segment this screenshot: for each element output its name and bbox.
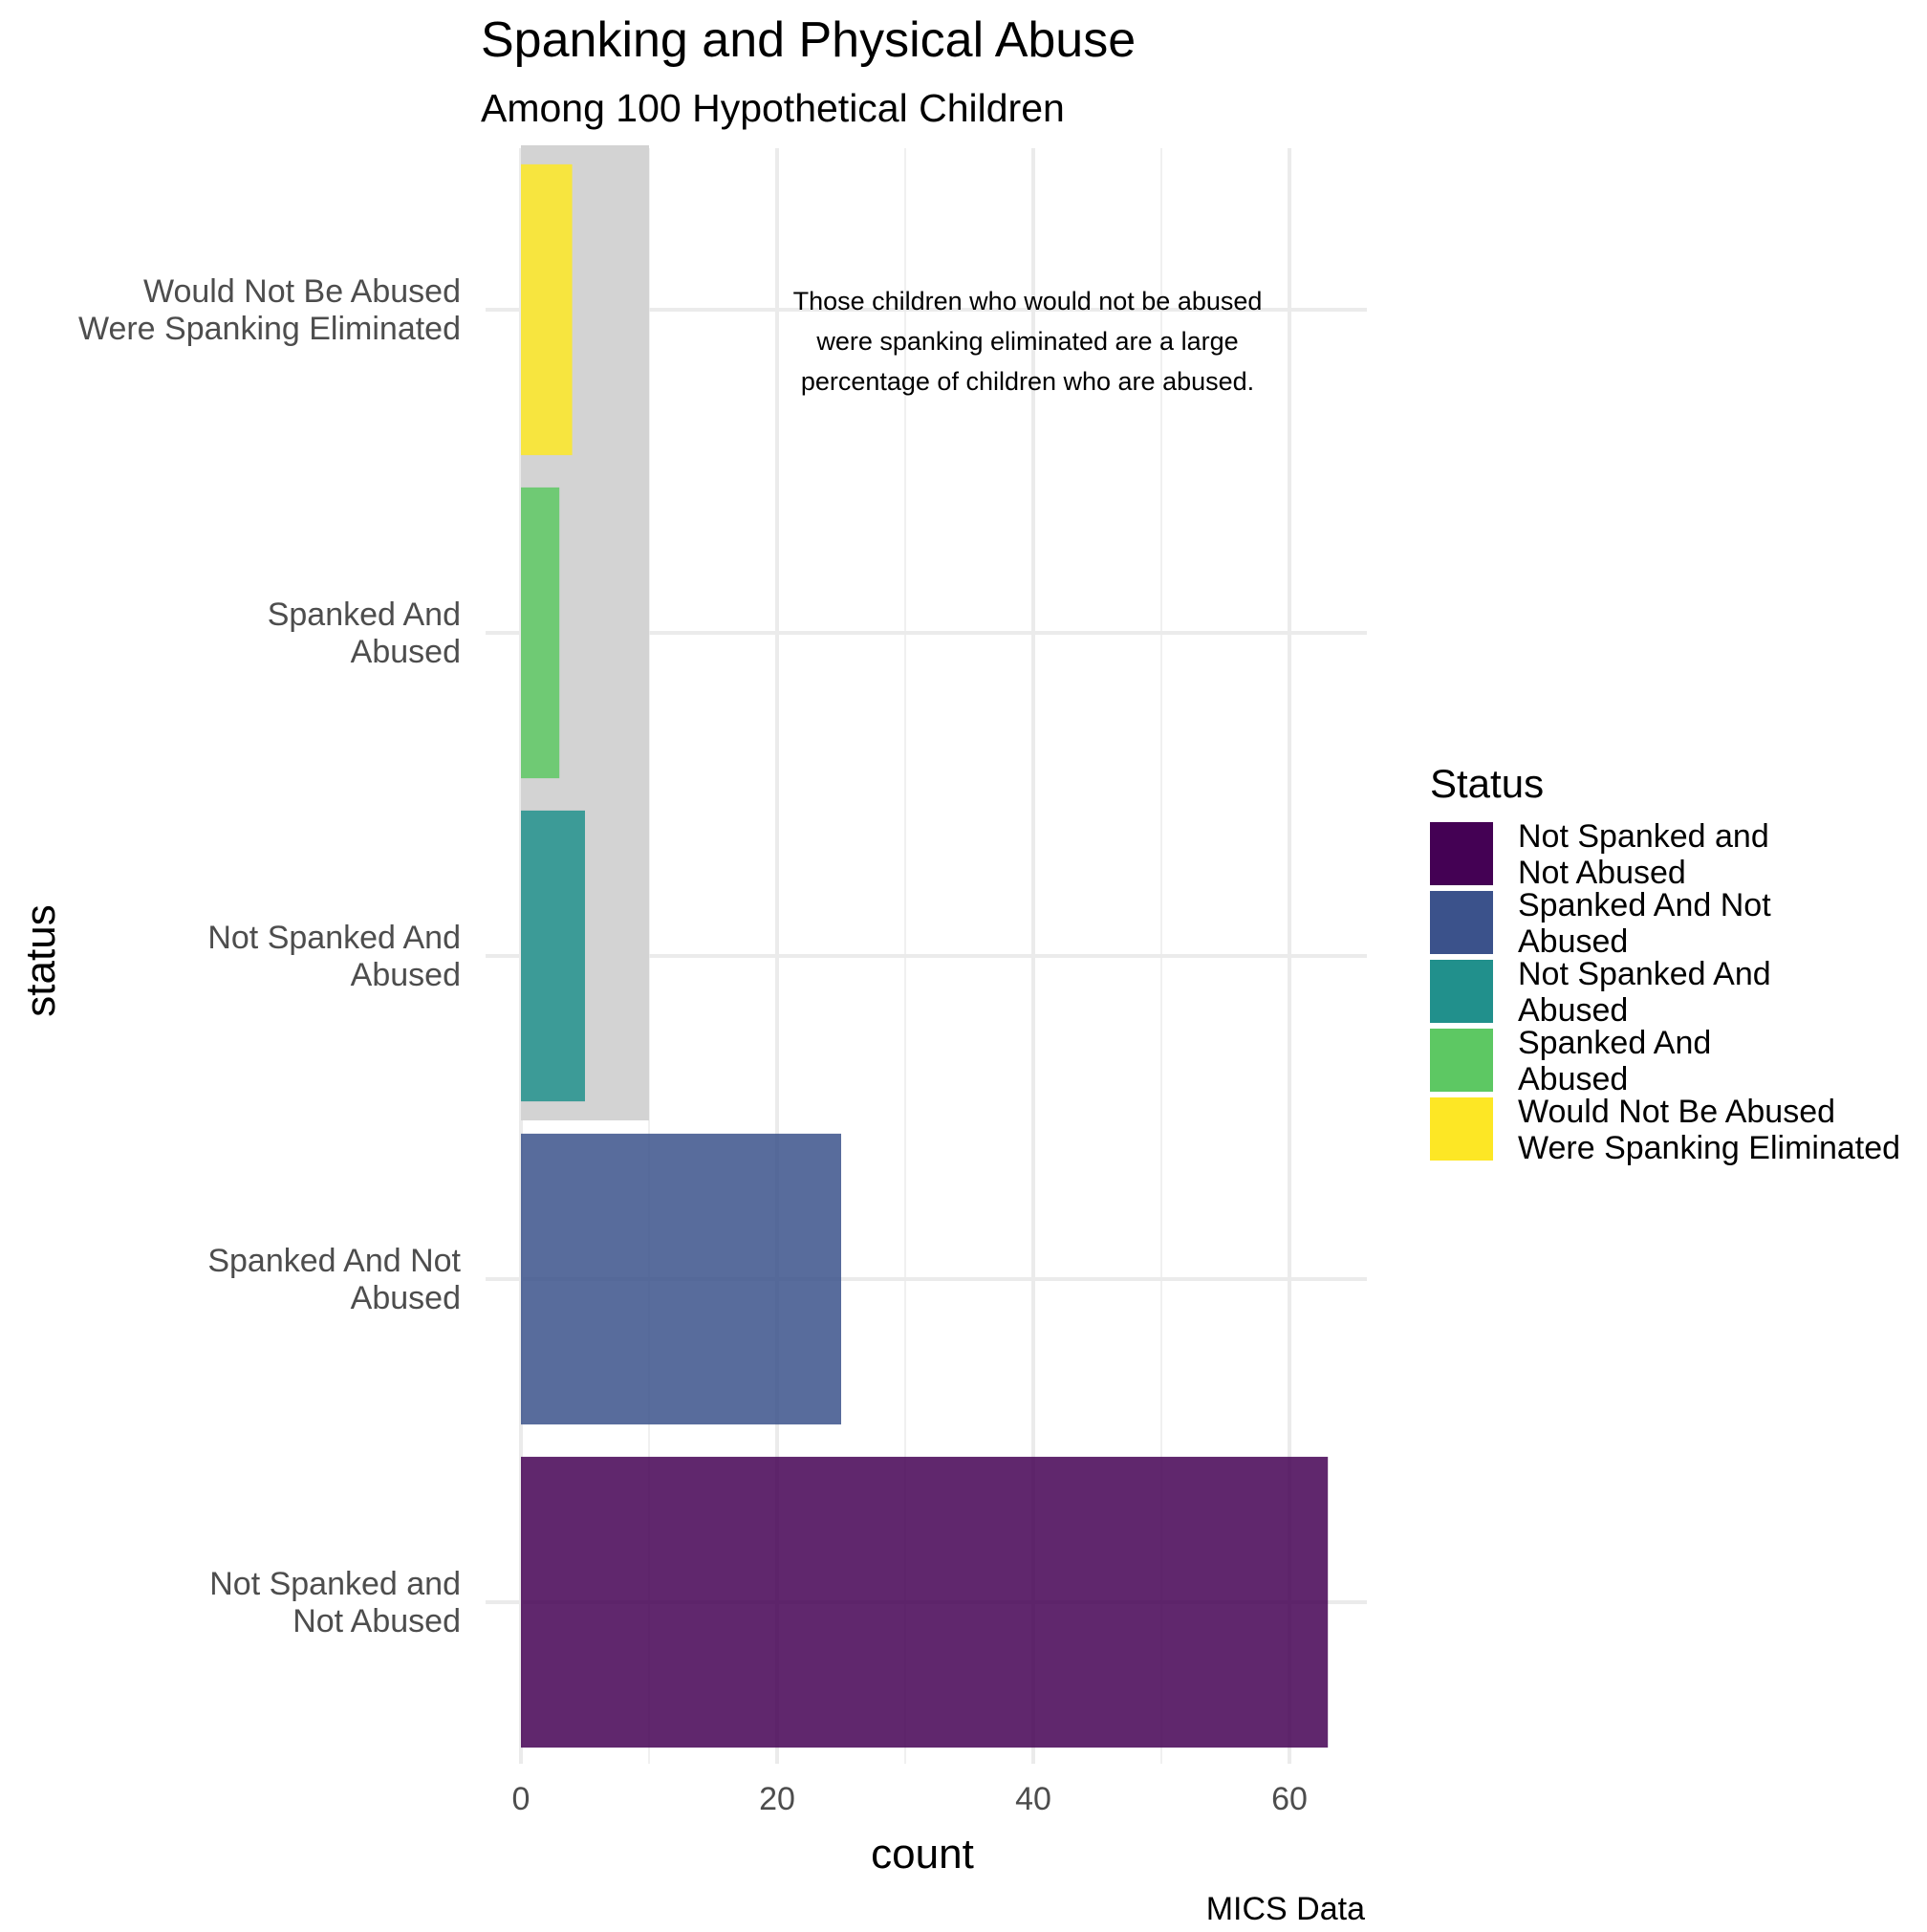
legend-swatch: [1430, 822, 1493, 885]
bar-not-spanked-and-abused: [521, 810, 585, 1102]
legend-label: Spanked And Abused: [1518, 1025, 1711, 1097]
legend-label: Not Spanked And Abused: [1518, 956, 1771, 1029]
annotation-line: Those children who would not be abused: [793, 287, 1263, 315]
annotation-line: were spanking eliminated are a large: [815, 327, 1238, 356]
y-axis-title: status: [17, 904, 64, 1016]
y-tick-label: Not Spanked And Abused: [207, 920, 461, 993]
legend-label-line: Spanked And: [1518, 1025, 1711, 1061]
legend-label-line: Spanked And Not: [1518, 887, 1771, 923]
y-tick-label: Not Spanked and Not Abused: [209, 1566, 461, 1639]
legend-label-line: Not Spanked and: [1518, 818, 1769, 855]
bar-spanked-and-not-abused: [521, 1133, 841, 1425]
legend-label-line: Abused: [1518, 923, 1628, 960]
bar-would-not-be-abused-were-spanking-eliminated: [521, 163, 573, 456]
annotation-line: percentage of children who are abused.: [801, 367, 1254, 396]
legend-swatch: [1430, 1029, 1493, 1092]
y-tick-label-line: Not Spanked And: [207, 920, 461, 956]
y-tick-label: Would Not Be Abused Were Spanking Elimina…: [78, 273, 461, 347]
y-tick-label-line: Not Spanked and: [209, 1566, 461, 1602]
legend-label-line: Abused: [1518, 992, 1628, 1029]
legend-title: Status: [1430, 761, 1544, 806]
legend-label: Not Spanked and Not Abused: [1518, 818, 1769, 891]
bar-spanked-and-abused: [521, 487, 560, 779]
x-tick-label: 0: [512, 1781, 530, 1817]
bars: [521, 163, 1329, 1748]
chart-title: Spanking and Physical Abuse: [481, 12, 1136, 68]
legend-label-line: Not Abused: [1518, 855, 1686, 891]
legend-swatch: [1430, 891, 1493, 954]
y-tick-label-line: Spanked And Not: [207, 1243, 461, 1279]
legend-label: Would Not Be Abused Were Spanking Elimina…: [1518, 1094, 1900, 1166]
x-tick-label: 20: [759, 1781, 795, 1817]
legend-label: Spanked And Not Abused: [1518, 887, 1771, 960]
x-tick-label: 40: [1015, 1781, 1051, 1817]
y-tick-label-line: Abused: [351, 957, 461, 993]
legend-label-line: Were Spanking Eliminated: [1518, 1130, 1900, 1166]
x-tick-labels: 0 20 40 60: [512, 1781, 1308, 1817]
legend-swatch: [1430, 960, 1493, 1023]
y-tick-label: Spanked And Abused: [268, 597, 461, 670]
bar-not-spanked-and-not-abused: [521, 1456, 1329, 1748]
annotation: Those children who would not be abused we…: [793, 287, 1263, 396]
legend-label-line: Not Spanked And: [1518, 956, 1771, 992]
x-tick-label: 60: [1271, 1781, 1308, 1817]
legend-swatch: [1430, 1097, 1493, 1161]
y-tick-label-line: Not Abused: [292, 1603, 461, 1639]
x-axis-title: count: [871, 1831, 974, 1878]
y-tick-label-line: Abused: [351, 1280, 461, 1316]
y-tick-label-line: Would Not Be Abused: [143, 273, 461, 310]
y-tick-label-line: Abused: [351, 634, 461, 670]
y-tick-label-line: Spanked And: [268, 597, 461, 633]
y-tick-labels: Not Spanked and Not Abused Spanked And Not…: [78, 273, 462, 1639]
chart-subtitle: Among 100 Hypothetical Children: [481, 86, 1065, 130]
chart-caption: MICS Data: [1206, 1891, 1365, 1927]
legend-label-line: Would Not Be Abused: [1518, 1094, 1835, 1130]
legend: Status Not Spanked and Not AbusedSpanked …: [1430, 761, 1900, 1166]
legend-label-line: Abused: [1518, 1061, 1628, 1097]
y-tick-label: Spanked And Not Abused: [207, 1243, 461, 1316]
y-tick-label-line: Were Spanking Eliminated: [78, 311, 461, 347]
